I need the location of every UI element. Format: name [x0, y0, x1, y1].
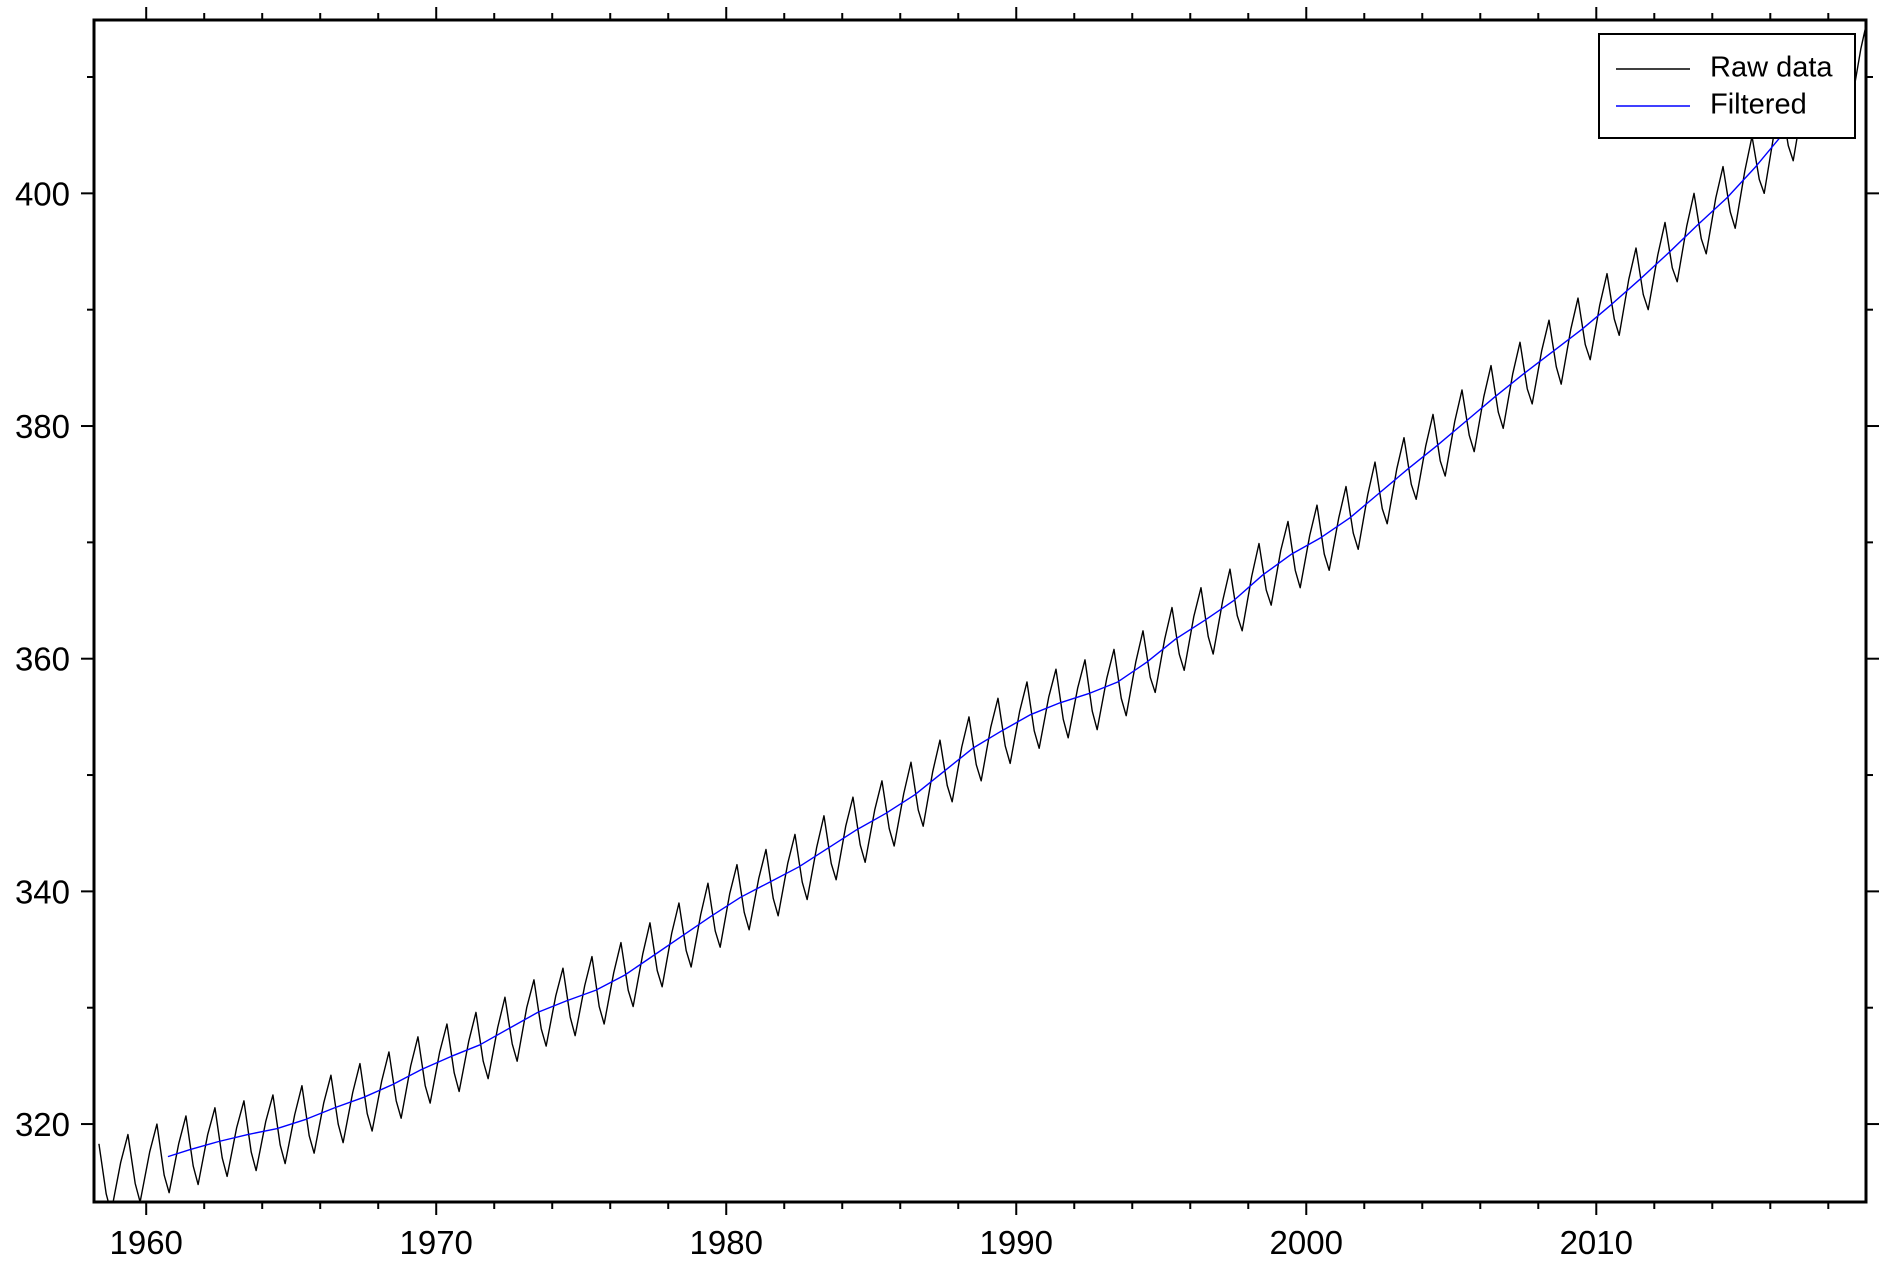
legend-label: Raw data — [1710, 52, 1833, 84]
x-tick-label: 1990 — [980, 1224, 1053, 1261]
x-tick-label: 2010 — [1560, 1224, 1633, 1261]
legend-label: Filtered — [1710, 89, 1807, 121]
y-tick-label: 360 — [15, 641, 70, 678]
y-tick-label: 400 — [15, 175, 70, 212]
x-tick-label: 1970 — [400, 1224, 473, 1261]
legend-box — [1598, 33, 1856, 139]
x-tick-label: 1980 — [690, 1224, 763, 1261]
plot-area — [98, 22, 1866, 1202]
legend: Raw data Filtered — [1598, 33, 1856, 139]
series-line — [98, 22, 1866, 1202]
y-tick-label: 320 — [15, 1106, 70, 1143]
plot-frame — [92, 18, 1868, 1204]
axes: 1960 1970 1980 1990 2000 2010 320 340 360 380 400 — [15, 7, 1879, 1261]
series-line — [167, 103, 1815, 1158]
y-tick-label: 340 — [15, 873, 70, 910]
x-tick-label: 2000 — [1270, 1224, 1343, 1261]
y-tick-label: 380 — [15, 408, 70, 445]
x-tick-label: 1960 — [109, 1224, 182, 1261]
